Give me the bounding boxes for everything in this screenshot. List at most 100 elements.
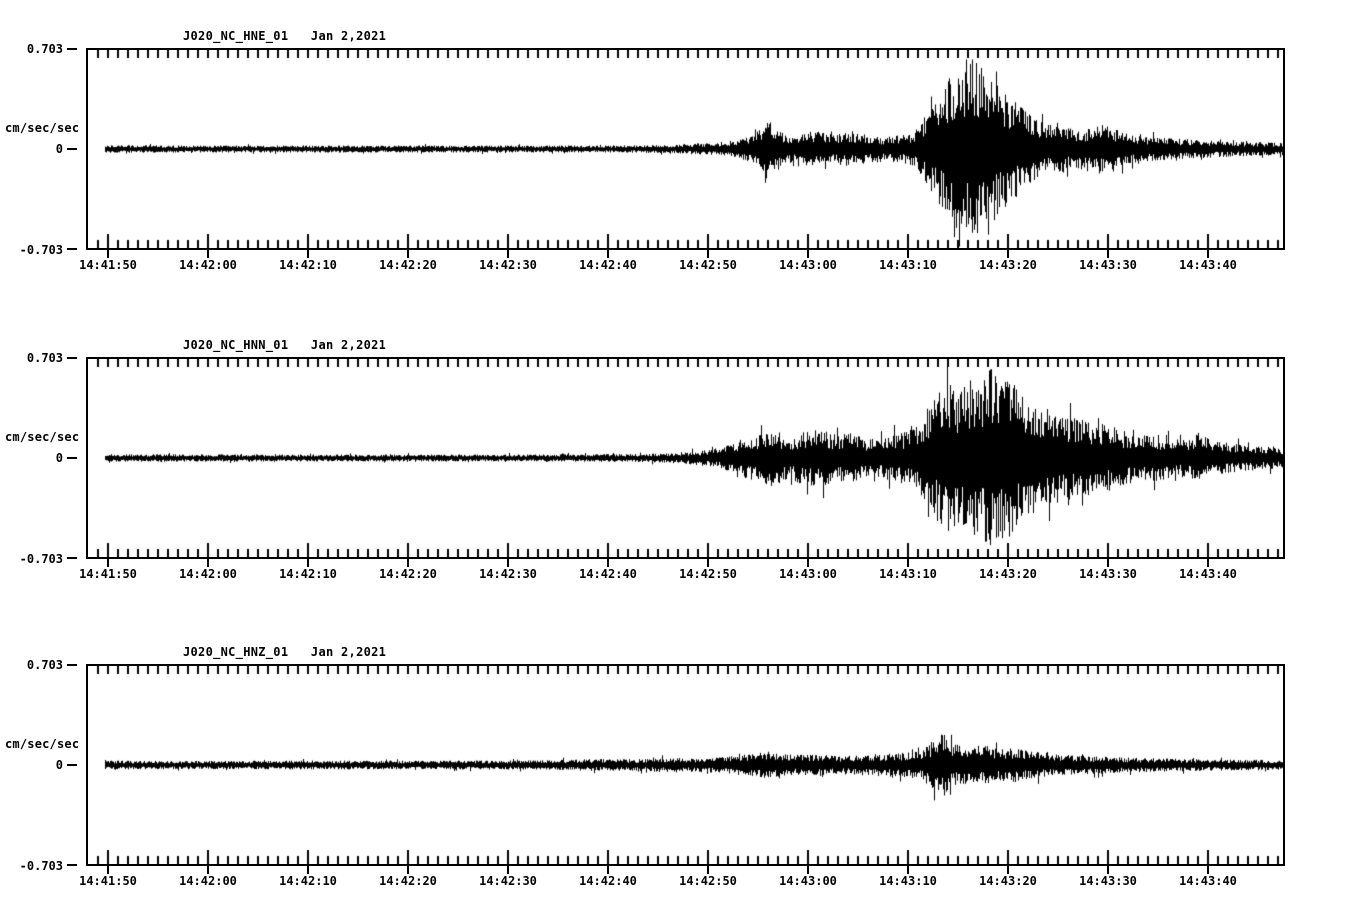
x-tick-label: 14:43:40 <box>1179 258 1237 272</box>
x-tick-label: 14:42:00 <box>179 258 237 272</box>
x-major-tick <box>307 866 309 874</box>
x-tick-label: 14:42:00 <box>179 567 237 581</box>
x-axis-labels: 14:41:50 14:42:00 14:42:10 14:42:20 14:42:30… <box>0 567 1358 583</box>
x-tick-label: 14:41:50 <box>79 874 137 888</box>
x-major-tick <box>907 250 909 258</box>
y-tick-label-zero: 0 <box>55 758 63 772</box>
x-tick-label: 14:43:30 <box>1079 258 1137 272</box>
x-major-tick <box>207 866 209 874</box>
x-axis-labels: 14:41:50 14:42:00 14:42:10 14:42:20 14:42:30… <box>0 874 1358 890</box>
y-tick-label-min: -0.703 <box>19 552 63 566</box>
x-major-tick <box>207 250 209 258</box>
x-tick-label: 14:43:00 <box>779 874 837 888</box>
y-tick-label-min: -0.703 <box>19 859 63 873</box>
panel-title: J020_NC_HNN_01 Jan 2,2021 <box>183 338 387 352</box>
plot-area <box>86 357 1285 559</box>
y-tick-mark-zero <box>67 457 77 459</box>
x-tick-label: 14:43:30 <box>1079 874 1137 888</box>
x-major-tick <box>907 866 909 874</box>
y-tick-label-max: 0.703 <box>26 658 63 672</box>
x-major-tick <box>1007 559 1009 567</box>
seismogram-panel-hne: J020_NC_HNE_01 Jan 2,2021 0.703 cm/sec/s… <box>0 29 1358 272</box>
x-major-tick <box>507 866 509 874</box>
panel-title: J020_NC_HNZ_01 Jan 2,2021 <box>183 645 387 659</box>
plot-area <box>86 48 1285 250</box>
x-major-tick <box>907 559 909 567</box>
x-major-tick <box>1207 250 1209 258</box>
x-tick-label: 14:42:30 <box>479 567 537 581</box>
y-tick-mark-min <box>67 557 77 559</box>
x-tick-label: 14:43:20 <box>979 567 1037 581</box>
x-major-tick <box>707 559 709 567</box>
x-tick-label: 14:41:50 <box>79 567 137 581</box>
x-tick-label: 14:42:20 <box>379 258 437 272</box>
x-tick-label: 14:42:50 <box>679 567 737 581</box>
x-tick-label: 14:41:50 <box>79 258 137 272</box>
x-major-tick <box>707 866 709 874</box>
x-major-tick <box>1207 559 1209 567</box>
x-major-tick <box>507 250 509 258</box>
x-tick-label: 14:42:40 <box>579 874 637 888</box>
x-major-tick <box>1107 866 1109 874</box>
x-major-tick <box>707 250 709 258</box>
x-major-tick <box>607 866 609 874</box>
x-tick-label: 14:42:40 <box>579 567 637 581</box>
x-tick-label: 14:42:30 <box>479 874 537 888</box>
y-tick-label-min: -0.703 <box>19 243 63 257</box>
x-major-tick <box>807 559 809 567</box>
y-tick-label-max: 0.703 <box>26 351 63 365</box>
x-tick-label: 14:43:10 <box>879 567 937 581</box>
x-major-tick <box>1207 866 1209 874</box>
y-tick-mark-zero <box>67 148 77 150</box>
seismogram-panel-hnn: J020_NC_HNN_01 Jan 2,2021 0.703 cm/sec/s… <box>0 338 1358 581</box>
x-major-tick <box>307 559 309 567</box>
x-major-tick <box>207 559 209 567</box>
y-tick-label-max: 0.703 <box>26 42 63 56</box>
x-major-tick <box>607 559 609 567</box>
x-tick-label: 14:42:00 <box>179 874 237 888</box>
y-axis-unit-label: cm/sec/sec <box>5 430 80 444</box>
y-axis-unit-label: cm/sec/sec <box>5 121 80 135</box>
waveform-trace <box>88 666 1283 864</box>
x-tick-label: 14:43:10 <box>879 874 937 888</box>
x-axis-labels: 14:41:50 14:42:00 14:42:10 14:42:20 14:42:30… <box>0 258 1358 274</box>
x-major-tick <box>607 250 609 258</box>
y-tick-mark-max <box>67 357 77 359</box>
x-tick-label: 14:43:20 <box>979 258 1037 272</box>
x-tick-label: 14:42:40 <box>579 258 637 272</box>
x-major-tick <box>407 250 409 258</box>
x-tick-label: 14:42:20 <box>379 874 437 888</box>
x-major-tick <box>407 866 409 874</box>
x-major-tick <box>1107 250 1109 258</box>
x-tick-label: 14:42:10 <box>279 258 337 272</box>
x-major-tick <box>107 559 109 567</box>
x-major-tick <box>307 250 309 258</box>
waveform-trace <box>88 359 1283 557</box>
x-tick-label: 14:43:00 <box>779 567 837 581</box>
x-major-tick <box>507 559 509 567</box>
x-tick-label: 14:43:40 <box>1179 874 1237 888</box>
x-major-tick <box>107 866 109 874</box>
y-tick-mark-zero <box>67 764 77 766</box>
panel-title: J020_NC_HNE_01 Jan 2,2021 <box>183 29 387 43</box>
x-tick-label: 14:42:20 <box>379 567 437 581</box>
plot-area <box>86 664 1285 866</box>
x-tick-label: 14:43:10 <box>879 258 937 272</box>
x-tick-label: 14:43:00 <box>779 258 837 272</box>
x-tick-label: 14:42:10 <box>279 874 337 888</box>
y-tick-mark-max <box>67 664 77 666</box>
x-major-tick <box>1007 866 1009 874</box>
x-major-tick <box>1007 250 1009 258</box>
y-tick-mark-max <box>67 48 77 50</box>
waveform-trace <box>88 50 1283 248</box>
y-axis-unit-label: cm/sec/sec <box>5 737 80 751</box>
y-tick-mark-min <box>67 248 77 250</box>
y-tick-label-zero: 0 <box>55 451 63 465</box>
y-tick-label-zero: 0 <box>55 142 63 156</box>
x-tick-label: 14:42:30 <box>479 258 537 272</box>
x-major-tick <box>807 866 809 874</box>
x-tick-label: 14:43:30 <box>1079 567 1137 581</box>
x-major-tick <box>407 559 409 567</box>
x-tick-label: 14:42:50 <box>679 258 737 272</box>
